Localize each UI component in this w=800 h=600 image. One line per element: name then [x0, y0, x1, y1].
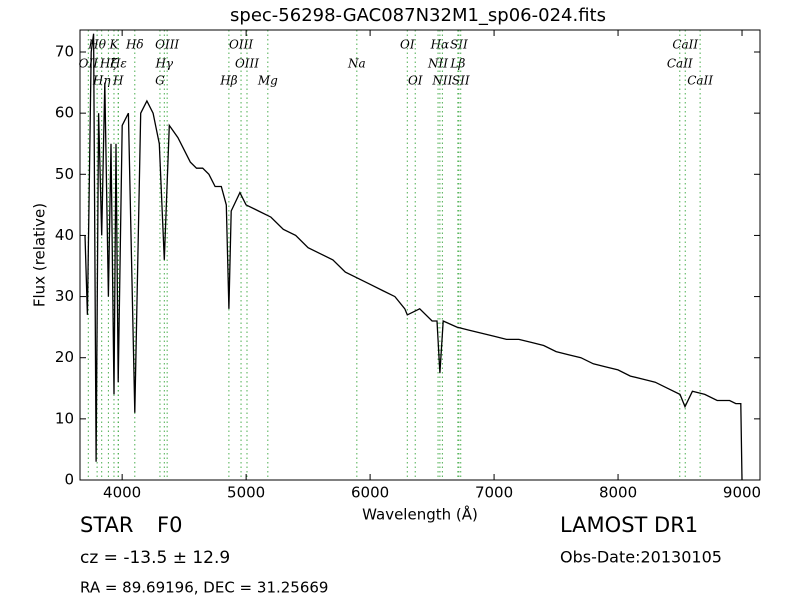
- spectral-line-label: Hγ: [154, 57, 173, 71]
- spectral-line-label: OIII: [235, 57, 259, 71]
- subclass: F0: [157, 513, 182, 537]
- y-axis-label: Flux (relative): [31, 203, 49, 307]
- plot-frame: [79, 29, 761, 481]
- y-tick-label: 70: [55, 43, 74, 61]
- coordinates: RA = 89.69196, DEC = 31.25669: [80, 579, 328, 597]
- spectral-line-label: NII: [427, 57, 448, 71]
- y-tick-label: 10: [55, 409, 74, 427]
- x-tick-label: 9000: [723, 484, 761, 502]
- survey: LAMOST DR1: [560, 513, 698, 537]
- spectrum-line: [84, 33, 743, 481]
- spectral-line-label: Hβ: [219, 74, 237, 88]
- spectral-line-label: CaII: [672, 38, 698, 52]
- y-tick-label: 60: [55, 104, 74, 122]
- y-tick-label: 40: [55, 226, 74, 244]
- spectral-line-label: SII: [452, 74, 470, 88]
- chart-title: spec-56298-GAC087N32M1_sp06-024.fits: [230, 5, 606, 26]
- redshift: cz = -13.5 ± 12.9: [80, 548, 230, 568]
- spectral-line-label: Hα: [430, 38, 450, 52]
- spectral-line-label: G: [155, 74, 165, 88]
- x-tick-label: 7000: [475, 484, 513, 502]
- spectral-line-label: OI: [400, 38, 415, 52]
- x-tick-label: 4000: [103, 484, 141, 502]
- y-tick-label: 50: [55, 165, 74, 183]
- x-axis-label: Wavelength (Å): [362, 505, 478, 524]
- spectral-line-label: Mg: [257, 74, 278, 88]
- spectral-line-label: K: [108, 38, 119, 52]
- x-tick-label: 5000: [227, 484, 265, 502]
- spectral-line-label: OIII: [229, 38, 253, 52]
- spectral-line-label: OII: [79, 57, 99, 71]
- x-tick-label: 8000: [599, 484, 637, 502]
- spectral-line-label: Hθ: [87, 38, 106, 52]
- spectral-line-label: Hδ: [125, 38, 144, 52]
- spectral-line-label: OI: [408, 74, 423, 88]
- y-tick-label: 0: [64, 471, 74, 489]
- spectral-line-label: CaII: [687, 74, 713, 88]
- spectral-line-label: SII: [450, 38, 468, 52]
- object-class: STAR: [80, 513, 133, 537]
- spectral-line-label: Hε: [109, 57, 127, 71]
- spectral-line-label: CaII: [667, 57, 693, 71]
- spectral-line-label: Hζ: [99, 57, 118, 71]
- x-tick-label: 6000: [351, 484, 389, 502]
- spectral-line-label: Lβ: [449, 57, 465, 71]
- obs-date: Obs-Date:20130105: [560, 548, 722, 567]
- spectral-line-label: OIII: [155, 38, 179, 52]
- y-tick-label: 20: [55, 348, 74, 366]
- spectral-line-label: NII: [431, 74, 452, 88]
- spectral-line-label: Hη: [92, 74, 111, 88]
- spectral-line-label: Na: [347, 57, 366, 71]
- y-tick-label: 30: [55, 287, 74, 305]
